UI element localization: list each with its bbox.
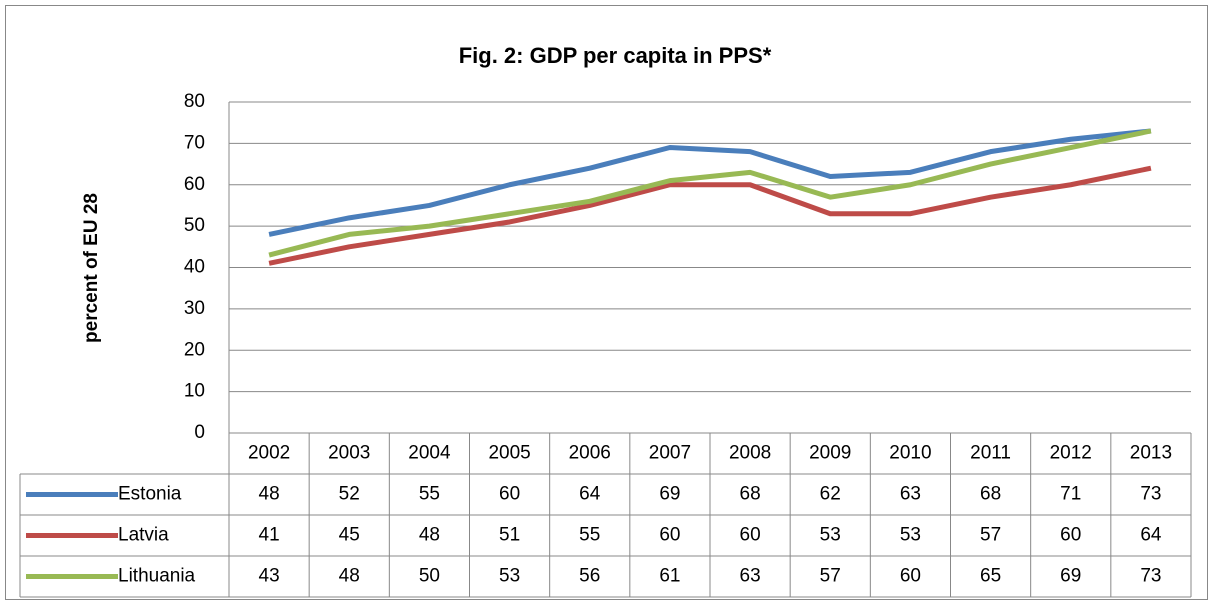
series-line: [268, 128, 1152, 258]
series-line: [268, 165, 1152, 266]
x-tick-label: 2009: [809, 443, 851, 464]
x-tick-label: 2012: [1050, 443, 1092, 464]
chart-title: Fig. 2: GDP per capita in PPS*: [459, 43, 772, 68]
table-value: 69: [1060, 566, 1081, 587]
table-value: 69: [659, 484, 680, 505]
x-tick-label: 2003: [328, 443, 370, 464]
table-value: 45: [339, 525, 360, 546]
table-value: 60: [740, 525, 761, 546]
table-value: 60: [659, 525, 680, 546]
table-value: 53: [499, 566, 520, 587]
table-value: 71: [1060, 484, 1081, 505]
table-value: 48: [419, 525, 440, 546]
table-value: 64: [579, 484, 601, 505]
x-tick-label: 2013: [1130, 443, 1172, 464]
table-value: 73: [1140, 566, 1161, 587]
table-value: 52: [339, 484, 360, 505]
table-value: 68: [740, 484, 761, 505]
table-value: 63: [900, 484, 921, 505]
chart-border: [5, 5, 1208, 600]
table-value: 55: [579, 525, 600, 546]
table-value: 48: [259, 484, 280, 505]
table-value: 48: [339, 566, 360, 587]
legend-label: Lithuania: [118, 566, 196, 587]
x-tick-label: 2002: [248, 443, 290, 464]
table-value: 68: [980, 484, 1001, 505]
table-value: 62: [820, 484, 841, 505]
y-tick-label: 80: [184, 91, 205, 112]
table-value: 65: [980, 566, 1001, 587]
y-tick-label: 10: [184, 381, 205, 402]
y-axis-label: percent of EU 28: [81, 193, 102, 343]
table-value: 50: [419, 566, 440, 587]
x-tick-label: 2011: [970, 443, 1011, 464]
table-value: 64: [1140, 525, 1162, 546]
series-line: [268, 128, 1152, 237]
y-tick-label: 40: [184, 257, 205, 278]
x-tick-label: 2010: [889, 443, 931, 464]
y-tick-label: 50: [184, 215, 205, 236]
x-tick-label: 2008: [729, 443, 771, 464]
legend-label: Latvia: [118, 525, 169, 546]
table-value: 60: [900, 566, 921, 587]
table-value: 61: [659, 566, 680, 587]
table-value: 73: [1140, 484, 1161, 505]
y-tick-label: 30: [184, 298, 205, 319]
table-value: 51: [499, 525, 520, 546]
x-tick-label: 2006: [569, 443, 611, 464]
table-value: 53: [820, 525, 841, 546]
y-tick-label: 60: [184, 174, 205, 195]
table-value: 60: [1060, 525, 1081, 546]
y-tick-label: 70: [184, 132, 205, 153]
table-value: 57: [980, 525, 1001, 546]
y-tick-label: 20: [184, 339, 205, 360]
table-value: 53: [900, 525, 921, 546]
table-value: 43: [259, 566, 280, 587]
table-value: 60: [499, 484, 520, 505]
legend-label: Estonia: [118, 484, 182, 505]
y-tick-label: 0: [194, 422, 205, 443]
table-value: 41: [259, 525, 280, 546]
table-value: 56: [579, 566, 600, 587]
table-value: 57: [820, 566, 841, 587]
table-value: 63: [740, 566, 761, 587]
x-tick-label: 2007: [649, 443, 691, 464]
table-value: 55: [419, 484, 440, 505]
x-tick-label: 2004: [408, 443, 451, 464]
x-tick-label: 2005: [488, 443, 530, 464]
